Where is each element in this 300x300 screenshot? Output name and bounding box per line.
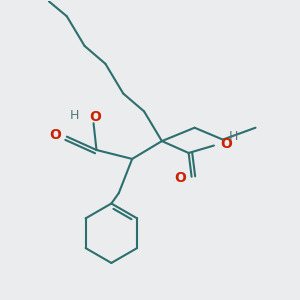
Text: O: O: [174, 171, 186, 185]
Text: H: H: [229, 130, 238, 143]
Text: H: H: [70, 109, 79, 122]
Text: O: O: [89, 110, 101, 124]
Text: O: O: [49, 128, 61, 142]
Text: O: O: [220, 137, 232, 151]
